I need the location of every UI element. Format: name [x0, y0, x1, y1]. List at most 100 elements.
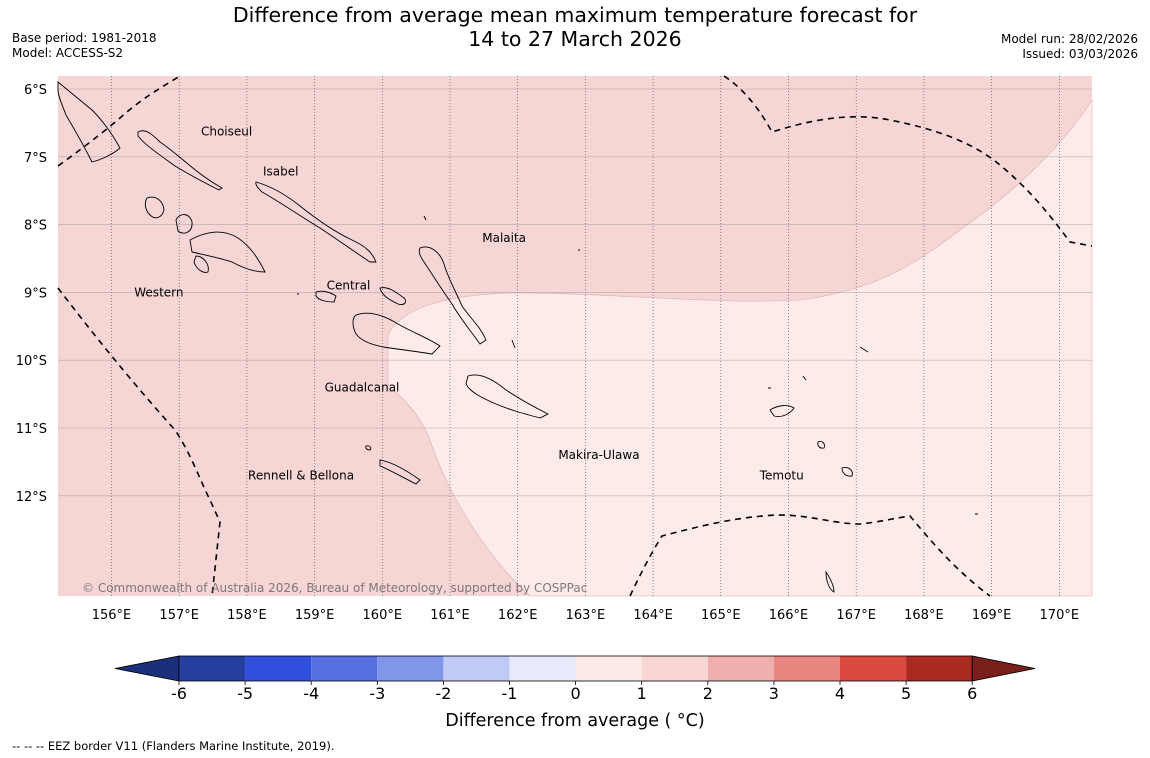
colorbar-swatch: [245, 656, 312, 681]
longitude-label: 157°E: [159, 608, 199, 623]
colorbar-under-extension: [114, 655, 180, 682]
region-label: Malaita: [482, 231, 526, 245]
eez-border-south-east: [629, 514, 991, 597]
island-bougainville-edge: [57, 81, 121, 163]
colorbar-tick-label: -6: [171, 684, 187, 703]
colorbar-swatch: [311, 656, 378, 681]
island-guadalcanal: [352, 312, 441, 355]
island-rendova: [193, 255, 209, 273]
map-title: Difference from average mean maximum tem…: [0, 3, 1150, 51]
colorbar-swatch: [641, 656, 708, 681]
latitude-label: 11°S: [16, 422, 47, 437]
longitude-label: 162°E: [498, 608, 538, 623]
region-label: Makira-Ulawa: [558, 448, 639, 462]
eez-border-north-east: [723, 75, 1093, 247]
latitude-label: 7°S: [24, 151, 47, 166]
longitude-label: 168°E: [904, 608, 944, 623]
eez-footnote: -- -- -- EEZ border V11 (Flanders Marine…: [12, 739, 335, 753]
island-rennell: [379, 459, 421, 485]
island-vanikoro: [841, 467, 853, 477]
latitude-label: 8°S: [24, 219, 47, 234]
longitude-label: 163°E: [566, 608, 606, 623]
colorbar-tick-label: 3: [769, 684, 779, 703]
coastlines: [57, 81, 978, 593]
region-label: Rennell & Bellona: [248, 468, 354, 482]
model-run: Model run: 28/02/2026: [1000, 32, 1138, 46]
colorbar-swatch: [707, 656, 774, 681]
latitude-label: 10°S: [16, 354, 47, 369]
colorbar-swatch: [773, 656, 840, 681]
longitude-label: 169°E: [972, 608, 1012, 623]
region-label: Guadalcanal: [325, 380, 400, 394]
map-panel: [57, 75, 1093, 597]
category-0-1-region: [387, 98, 1093, 597]
colorbar-tick-label: 0: [571, 684, 581, 703]
colorbar-tick-label: -1: [502, 684, 518, 703]
colorbar-tick-label: -3: [369, 684, 385, 703]
colorbar-tick-label: 4: [835, 684, 845, 703]
colorbar-swatch: [377, 656, 444, 681]
eez-borders: [57, 75, 1093, 597]
model-name: Model: ACCESS-S2: [12, 46, 124, 60]
longitude-label: 164°E: [633, 608, 673, 623]
region-label: Choiseul: [201, 125, 252, 139]
colorbar: -6 -5 -4 -3 -2 -1 0 1 2 3 4 5 6: [114, 655, 1036, 703]
longitude-label: 160°E: [363, 608, 403, 623]
island-utupua: [817, 441, 825, 449]
latitude-labels: 6°S 7°S 8°S 9°S 10°S 11°S 12°S: [16, 83, 47, 505]
colorbar-swatch: [575, 656, 642, 681]
latitude-label: 12°S: [16, 490, 47, 505]
island-florida: [315, 290, 337, 303]
latitude-label: 6°S: [24, 83, 47, 98]
colorbar-swatch: [906, 656, 973, 681]
region-label: Temotu: [759, 468, 804, 482]
island-malaita: [418, 246, 487, 345]
island-bellona: [365, 445, 372, 451]
longitude-label: 165°E: [701, 608, 741, 623]
longitude-label: 167°E: [836, 608, 876, 623]
longitude-labels: 156°E 157°E 158°E 159°E 160°E 161°E 162°E 163°E…: [92, 608, 1079, 623]
longitude-label: 170°E: [1040, 608, 1080, 623]
copyright-notice: © Commonwealth of Australia 2026, Bureau…: [82, 581, 587, 595]
colorbar-tick-label: 6: [967, 684, 977, 703]
colorbar-tick-label: 2: [703, 684, 713, 703]
eez-border-west: [57, 287, 221, 597]
colorbar-tick-label: 1: [637, 684, 647, 703]
base-period: Base period: 1981-2018: [12, 31, 157, 45]
colorbar-tick-label: -2: [435, 684, 451, 703]
island-choiseul: [137, 130, 223, 191]
colorbar-label: Difference from average ( °C): [445, 711, 705, 731]
colorbar-swatch: [443, 656, 510, 681]
latitude-label: 9°S: [24, 286, 47, 301]
island-tikopia: [825, 570, 835, 593]
longitude-label: 158°E: [227, 608, 267, 623]
region-labels: Choiseul Isabel Malaita Central Western Guada…: [134, 125, 803, 483]
meta-left: Base period: 1981-2018 Model: ACCESS-S2: [12, 31, 157, 61]
island-duff: [297, 215, 978, 515]
graticule: [58, 76, 1092, 596]
colorbar-swatch: [840, 656, 907, 681]
longitude-label: 161°E: [430, 608, 470, 623]
colorbar-swatch: [509, 656, 576, 681]
region-label: Western: [134, 285, 183, 299]
longitude-label: 159°E: [295, 608, 335, 623]
title-line-2: 14 to 27 March 2026: [468, 27, 682, 51]
island-new-georgia: [189, 231, 266, 273]
colorbar-tick-label: -4: [303, 684, 319, 703]
island-kolombangara: [175, 214, 193, 234]
island-nendo: [769, 405, 795, 417]
island-isabel: [255, 181, 377, 263]
island-makira: [465, 374, 550, 419]
colorbar-swatch: [179, 656, 246, 681]
region-label: Central: [327, 279, 371, 293]
region-label: Isabel: [263, 165, 298, 179]
eez-border-north-west: [57, 75, 181, 167]
colorbar-tick-label: 5: [901, 684, 911, 703]
island-vella-lavella: [144, 196, 165, 219]
colorbar-tick-label: -5: [237, 684, 253, 703]
issued-date: Issued: 03/03/2026: [1022, 47, 1138, 61]
longitude-label: 156°E: [92, 608, 132, 623]
island-savo-ngella: [379, 287, 407, 305]
longitude-label: 166°E: [769, 608, 809, 623]
